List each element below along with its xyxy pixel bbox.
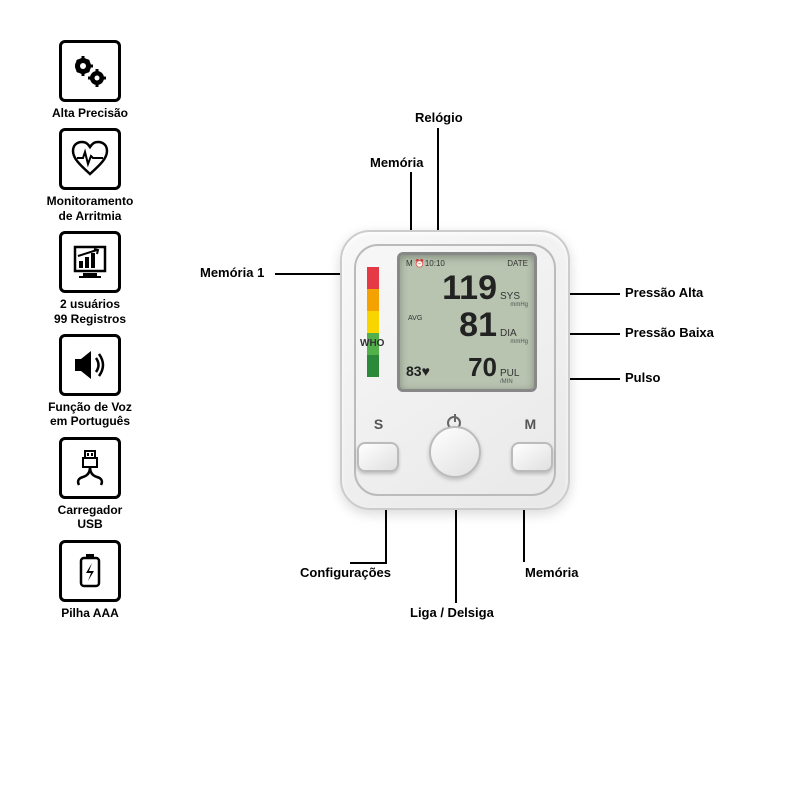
feature-label: 2 usuários 99 Registros: [30, 297, 150, 326]
callout-pulso: Pulso: [625, 370, 660, 385]
callout-pressao-alta: Pressão Alta: [625, 285, 703, 300]
who-darkgreen: [367, 355, 379, 377]
power-button[interactable]: [429, 426, 481, 478]
who-indicator: [367, 267, 379, 377]
dia-value: 81: [459, 308, 497, 342]
who-yellow: [367, 311, 379, 333]
pulse-secondary: 83♥: [406, 363, 430, 379]
feature-label: Monitoramento de Arritmia: [30, 194, 150, 223]
callout-line: [350, 562, 387, 564]
who-red: [367, 267, 379, 289]
callout-line: [437, 128, 439, 246]
usb-icon: [59, 437, 121, 499]
dia-unit: mmHg: [500, 339, 528, 345]
callout-memoria1: Memória 1: [200, 265, 264, 280]
callout-configuracoes: Configurações: [300, 565, 391, 580]
who-orange: [367, 289, 379, 311]
feature-battery: Pilha AAA: [30, 540, 150, 620]
feature-label: Carregador USB: [30, 503, 150, 532]
feature-label: Alta Precisão: [30, 106, 150, 120]
bp-monitor-device: WHO M ⏰10:10 DATE AVG 119 SYS mmHg 81: [340, 230, 570, 510]
screen-icons: M ⏰10:10: [406, 259, 445, 268]
gears-icon: [59, 40, 121, 102]
feature-label: Função de Voz em Português: [30, 400, 150, 429]
callout-memoria-top: Memória: [370, 155, 423, 170]
feature-usb: Carregador USB: [30, 437, 150, 532]
sys-unit: mmHg: [500, 302, 528, 308]
buttons-row: [342, 431, 568, 483]
pulse-label: PUL: [500, 368, 528, 379]
feature-users: 2 usuários 99 Registros: [30, 231, 150, 326]
sys-label: SYS: [500, 292, 528, 302]
date-label: DATE: [507, 259, 528, 268]
callout-pressao-baixa: Pressão Baixa: [625, 325, 714, 340]
callout-liga: Liga / Delsiga: [410, 605, 494, 620]
dia-label: DIA: [500, 329, 528, 339]
readings: 119 SYS mmHg 81 DIA mmHg: [442, 271, 528, 345]
feature-label: Pilha AAA: [30, 606, 150, 620]
sys-value: 119: [442, 271, 497, 305]
pulse-unit: /MIN: [500, 379, 528, 385]
feature-arrhythmia: Monitoramento de Arritmia: [30, 128, 150, 223]
memory-button[interactable]: [511, 442, 553, 472]
feature-voice: Função de Voz em Português: [30, 334, 150, 429]
settings-button[interactable]: [357, 442, 399, 472]
battery-icon: [59, 540, 121, 602]
avg-label: AVG: [408, 315, 422, 322]
chart-icon: [59, 231, 121, 293]
lcd-screen: M ⏰10:10 DATE AVG 119 SYS mmHg 81 DIA mm…: [397, 252, 537, 392]
features-column: Alta Precisão Monitoramento de Arritmia …: [30, 40, 150, 620]
feature-precision: Alta Precisão: [30, 40, 150, 120]
heart-icon: [59, 128, 121, 190]
pulse-value: 70: [468, 352, 497, 383]
callout-relogio: Relógio: [415, 110, 463, 125]
callout-line: [455, 495, 457, 603]
screen-top-row: M ⏰10:10 DATE: [406, 259, 528, 268]
who-label: WHO: [360, 338, 384, 349]
speaker-icon: [59, 334, 121, 396]
callout-memoria-bottom: Memória: [525, 565, 578, 580]
device-diagram: Relógio Memória Memória 1 Pressão Alta P…: [200, 100, 760, 700]
pulse-row: 83♥ 70 PUL /MIN: [406, 352, 528, 385]
